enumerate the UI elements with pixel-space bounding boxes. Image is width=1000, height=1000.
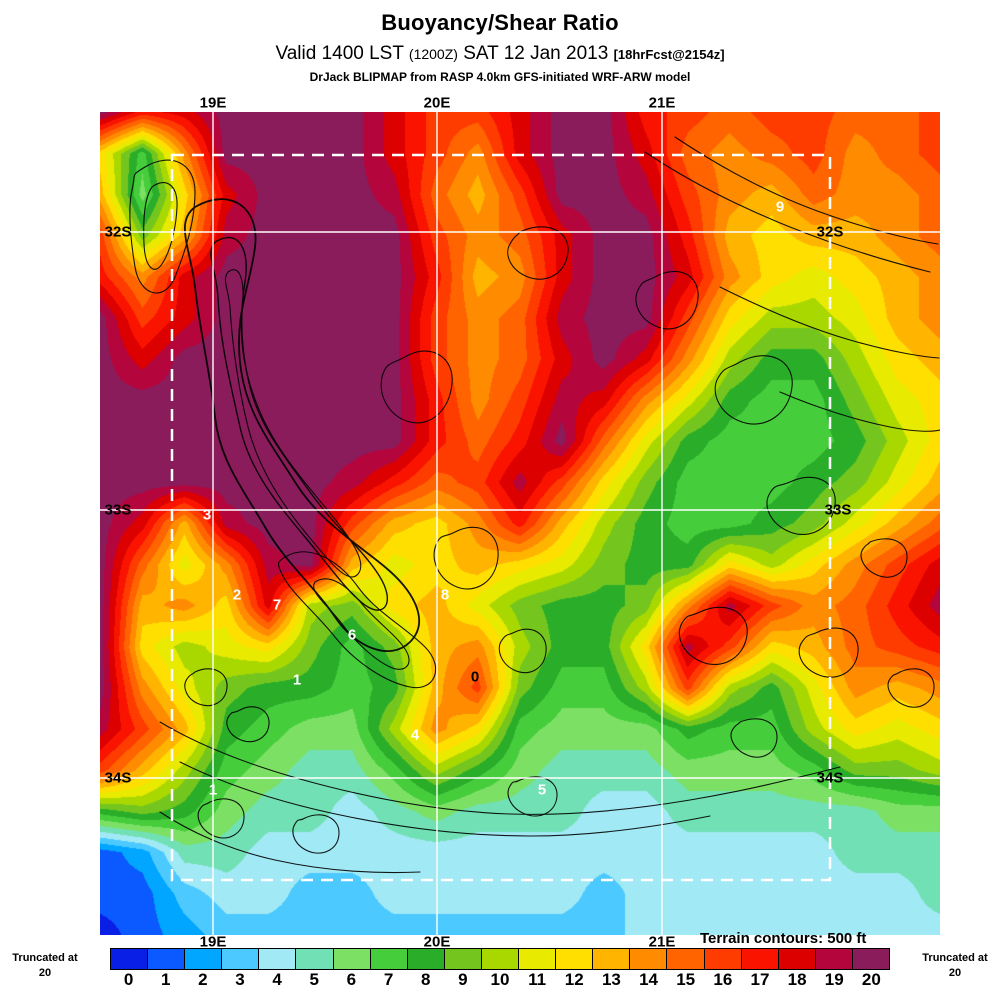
colorbar-cell-11 [519, 948, 557, 970]
colorbar-cell-20 [852, 948, 890, 970]
colorbar-cell-0 [110, 948, 149, 970]
colorbar-tick-label: 2 [198, 970, 208, 989]
blipmap-raster [100, 112, 940, 935]
map-area: 9 3 2 7 6 1 8 0 4 5 1 [100, 112, 940, 935]
x-tick-19e-bottom: 19E [199, 933, 227, 951]
colorbar-tick-label: 0 [123, 970, 134, 989]
latlon-grid [100, 112, 940, 935]
truncated-note-right: Truncated at 20 [922, 952, 988, 979]
y-tick-32s-right: 32S [816, 223, 844, 241]
y-tick-32s-left: 32S [104, 223, 132, 241]
forecast-hour-note: [18hrFcst@2154z] [613, 47, 725, 62]
terrain-contour-note: Terrain contours: 500 ft [700, 930, 867, 947]
map-overlay [100, 112, 940, 935]
colorbar-tick-label: 10 [490, 970, 510, 989]
colorbar-cell-3 [222, 948, 260, 970]
colorbar-tick-label: 3 [235, 970, 245, 989]
colorbar-tick-label: 5 [309, 970, 319, 989]
colorbar-tick-label: 12 [564, 970, 584, 989]
colorbar-tick-label: 20 [861, 970, 881, 989]
colorbar-cell-12 [556, 948, 594, 970]
colorbar [110, 948, 890, 970]
truncated-note-left: Truncated at 20 [12, 952, 78, 979]
model-line: DrJack BLIPMAP from RASP 4.0km GFS-initi… [309, 70, 691, 84]
colorbar-tick-label: 19 [824, 970, 844, 989]
map-label-6: 6 [347, 626, 357, 644]
colorbar-tick-label: 4 [272, 970, 282, 989]
colorbar-tick-label: 17 [750, 970, 770, 989]
map-label-1a: 1 [292, 671, 302, 689]
y-tick-33s-left: 33S [104, 501, 132, 519]
colorbar-cell-4 [259, 948, 297, 970]
valid-time-text: Valid 1400 LST [275, 43, 409, 64]
colorbar-cell-15 [667, 948, 705, 970]
terrain-contours [129, 136, 940, 874]
colorbar-tick-label: 9 [458, 970, 468, 989]
colorbar-tick-label: 1 [160, 970, 171, 989]
y-tick-33s-right: 33S [824, 501, 852, 519]
colorbar-cell-7 [370, 948, 408, 970]
colorbar-tick-label: 16 [713, 970, 733, 989]
colorbar-labels: 0 1 2 3 4 5 6 7 8 9 10 11 12 13 14 15 16 17 18 19 20 [110, 970, 890, 990]
map-label-3: 3 [202, 506, 212, 524]
colorbar-cell-6 [333, 948, 371, 970]
colorbar-cell-2 [185, 948, 223, 970]
map-label-7: 7 [272, 596, 282, 614]
colorbar-cell-13 [593, 948, 631, 970]
y-tick-34s-left: 34S [104, 769, 132, 787]
init-time-note: (1200Z) [408, 46, 458, 62]
colorbar-cell-19 [815, 948, 853, 970]
colorbar-cell-17 [741, 948, 779, 970]
map-label-1b: 1 [208, 781, 218, 799]
map-label-2: 2 [232, 586, 242, 604]
colorbar-cell-16 [704, 948, 742, 970]
colorbar-tick-label: 14 [639, 970, 658, 989]
colorbar-cell-18 [778, 948, 816, 970]
page-title: Buoyancy/Shear Ratio [381, 10, 619, 35]
colorbar-tick-label: 8 [420, 970, 431, 989]
colorbar-tick-label: 11 [528, 970, 547, 989]
map-label-0: 0 [470, 668, 480, 686]
valid-date-text: SAT 12 Jan 2013 [457, 43, 614, 64]
map-label-9: 9 [775, 198, 785, 216]
x-tick-21e-bottom: 21E [648, 933, 676, 951]
valid-time-line: Valid 1400 LST (1200Z) SAT 12 Jan 2013 [… [0, 43, 1000, 65]
map-label-4: 4 [410, 726, 420, 744]
colorbar-cell-9 [444, 948, 482, 970]
header: Buoyancy/Shear Ratio Valid 1400 LST (120… [0, 10, 1000, 84]
y-tick-34s-right: 34S [816, 769, 844, 787]
colorbar-cell-1 [148, 948, 186, 970]
map-label-8: 8 [440, 586, 450, 604]
colorbar-tick-label: 6 [346, 970, 357, 989]
colorbar-cell-14 [630, 948, 668, 970]
domain-boundary [170, 153, 832, 882]
map-label-5: 5 [537, 781, 547, 799]
x-tick-21e-top: 21E [648, 94, 676, 112]
x-tick-20e-top: 20E [423, 94, 451, 112]
colorbar-tick-label: 7 [383, 970, 394, 989]
x-tick-19e-top: 19E [199, 94, 227, 112]
colorbar-cell-5 [296, 948, 334, 970]
colorbar-cell-8 [407, 948, 445, 970]
x-tick-20e-bottom: 20E [423, 933, 451, 951]
colorbar-tick-label: 15 [676, 970, 696, 989]
colorbar-tick-label: 18 [787, 970, 807, 989]
colorbar-cell-10 [481, 948, 520, 970]
colorbar-tick-label: 13 [601, 970, 621, 989]
